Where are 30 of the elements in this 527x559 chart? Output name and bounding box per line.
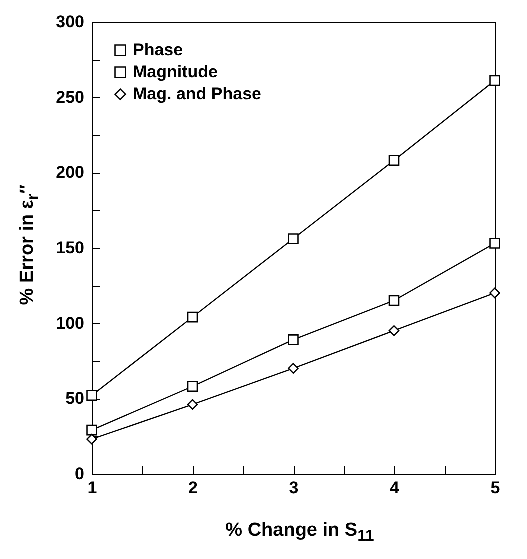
point bbox=[86, 390, 98, 402]
y-tick-label: 150 bbox=[56, 238, 84, 258]
point bbox=[490, 238, 500, 249]
point bbox=[288, 363, 299, 374]
legend-label: Phase bbox=[133, 40, 184, 60]
point bbox=[288, 234, 299, 244]
point bbox=[490, 75, 500, 86]
y-tick-label: 250 bbox=[56, 88, 84, 107]
point bbox=[187, 312, 198, 323]
point bbox=[187, 399, 198, 410]
point bbox=[86, 424, 98, 436]
x-tick-label: 3 bbox=[289, 478, 299, 498]
x-tick-label: 5 bbox=[490, 478, 500, 498]
x-tick-label: 2 bbox=[188, 478, 198, 498]
point bbox=[288, 334, 299, 346]
point bbox=[388, 155, 400, 166]
x-tick-label: 1 bbox=[88, 478, 98, 498]
x-axis-title: % Change in S$_{11}$ bbox=[226, 520, 374, 546]
point bbox=[388, 295, 400, 306]
y-tick-label: 50 bbox=[66, 389, 84, 408]
point bbox=[187, 381, 198, 392]
x-tick-label: 4 bbox=[390, 478, 400, 498]
y-tick-label: 200 bbox=[56, 163, 84, 182]
point bbox=[388, 325, 400, 336]
y-tick-label: 300 bbox=[56, 12, 84, 32]
y-tick-label: 0 bbox=[75, 464, 84, 484]
legend-label: Magnitude bbox=[133, 62, 218, 82]
legend-label: Mag. and Phase bbox=[133, 84, 262, 104]
point bbox=[490, 288, 500, 299]
y-tick-label: 100 bbox=[56, 314, 84, 333]
